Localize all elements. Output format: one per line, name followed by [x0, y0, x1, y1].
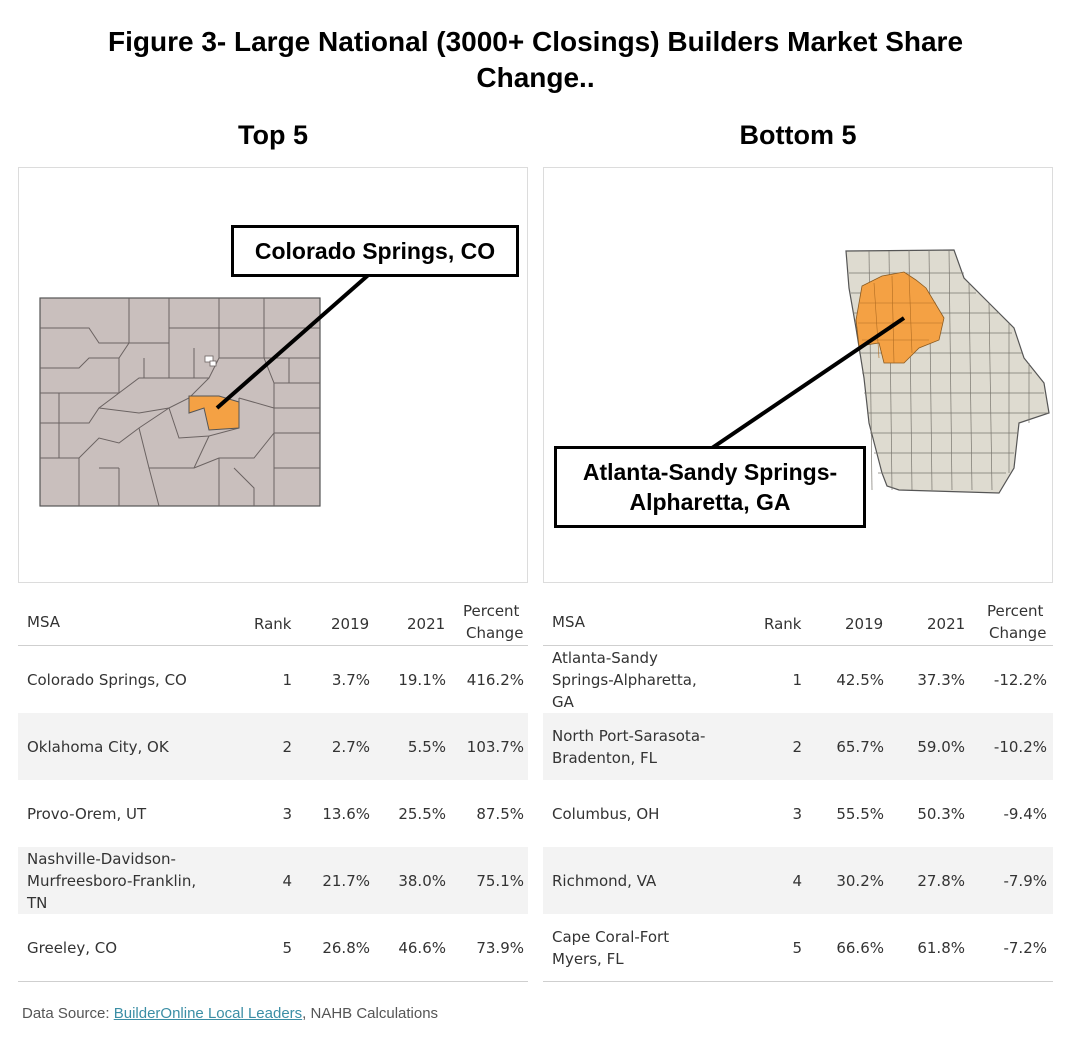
data-source-note: Data Source: BuilderOnline Local Leaders… [22, 1005, 438, 1022]
rank-value: 3 [792, 804, 802, 823]
value-2019: 2.7% [331, 737, 370, 756]
value-2021: 5.5% [407, 737, 446, 756]
rank-value: 1 [282, 670, 292, 689]
col-2021: 2021 [927, 615, 966, 633]
table-row: Richmond, VA 4 30.2% 27.8% -7.9% [543, 847, 1053, 914]
col-percent: Percent [463, 602, 520, 620]
rank-value: 2 [282, 737, 292, 756]
source-suffix: , NAHB Calculations [302, 1005, 439, 1022]
percent-change: -10.2% [993, 737, 1047, 756]
rank-value: 5 [792, 938, 802, 957]
value-2021: 27.8% [917, 871, 965, 890]
table-row: Oklahoma City, OK 2 2.7% 5.5% 103.7% [18, 713, 528, 780]
figure-title: Figure 3- Large National (3000+ Closings… [0, 24, 1071, 96]
table-row: Provo-Orem, UT 3 13.6% 25.5% 87.5% [18, 780, 528, 847]
value-2021: 19.1% [398, 670, 446, 689]
table-row: Columbus, OH 3 55.5% 50.3% -9.4% [543, 780, 1053, 847]
percent-change: -7.9% [1003, 871, 1047, 890]
msa-name: Provo-Orem, UT [27, 804, 147, 823]
colorado-springs-highlight [188, 395, 240, 431]
colorado-springs-callout: Colorado Springs, CO [231, 225, 519, 277]
col-2019: 2019 [845, 615, 884, 633]
value-2019: 65.7% [836, 737, 884, 756]
value-2019: 55.5% [836, 804, 884, 823]
value-2019: 26.8% [322, 938, 370, 957]
value-2019: 13.6% [322, 804, 370, 823]
percent-change: 103.7% [466, 737, 524, 756]
bottom5-heading: Bottom 5 [739, 120, 857, 150]
bottom5-table-header: MSA Rank 2019 2021 Percent Change [543, 597, 1053, 646]
rank-value: 3 [282, 804, 292, 823]
percent-change: -7.2% [1003, 938, 1047, 957]
col-2019: 2019 [331, 615, 370, 633]
top5-table-header: MSA Rank 2019 2021 Percent Change [18, 597, 528, 646]
msa-name: Cape Coral-Fort Myers, FL [552, 927, 670, 968]
top5-heading: Top 5 [238, 120, 308, 150]
figure-title-line1: Figure 3- Large National (3000+ Closings… [107, 26, 964, 57]
rank-value: 1 [792, 670, 802, 689]
value-2021: 61.8% [917, 938, 965, 957]
bottom5-table: MSA Rank 2019 2021 Percent Change Atlant… [543, 597, 1053, 982]
col-percent: Percent [987, 602, 1044, 620]
georgia-map [710, 249, 1050, 494]
colorado-map-panel: Colorado Springs, CO [18, 167, 528, 583]
percent-change: -12.2% [993, 670, 1047, 689]
msa-name: Oklahoma City, OK [27, 737, 169, 756]
table-row: Cape Coral-Fort Myers, FL 5 66.6% 61.8% … [543, 914, 1053, 981]
percent-change: 87.5% [476, 804, 524, 823]
colorado-county-lines [40, 298, 320, 507]
georgia-map-panel: Atlanta-Sandy Springs- Alpharetta, GA [543, 167, 1053, 583]
percent-change: -9.4% [1003, 804, 1047, 823]
msa-name: Greeley, CO [27, 938, 118, 957]
msa-name: Columbus, OH [552, 804, 660, 823]
colorado-callout-leader [215, 268, 376, 410]
col-change: Change [466, 624, 524, 642]
table-row: North Port-Sarasota-Bradenton, FL 2 65.7… [543, 713, 1053, 780]
value-2019: 3.7% [331, 670, 370, 689]
value-2019: 66.6% [836, 938, 884, 957]
value-2019: 42.5% [836, 670, 884, 689]
table-bottom-rule [18, 981, 528, 982]
source-prefix: Data Source: [22, 1005, 114, 1022]
msa-name: Richmond, VA [552, 871, 657, 890]
table-row: Atlanta-Sandy Springs-Alpharetta, GA 1 4… [543, 646, 1053, 713]
percent-change: 75.1% [476, 871, 524, 890]
figure-title-line2: Change.. [476, 62, 595, 93]
atlanta-callout-line2: Alpharetta, GA [629, 489, 791, 515]
table-bottom-rule [543, 981, 1053, 982]
colorado-map [39, 268, 376, 507]
atlanta-callout: Atlanta-Sandy Springs- Alpharetta, GA [554, 446, 866, 528]
rank-value: 5 [282, 938, 292, 957]
rank-value: 4 [282, 871, 292, 890]
msa-name: North Port-Sarasota-Bradenton, FL [552, 726, 706, 767]
msa-name: Atlanta-Sandy Springs-Alpharetta, GA [552, 648, 697, 711]
atlanta-callout-line1: Atlanta-Sandy Springs- [582, 459, 838, 485]
value-2021: 37.3% [917, 670, 965, 689]
col-rank: Rank [254, 615, 292, 633]
msa-name: Colorado Springs, CO [27, 670, 187, 689]
value-2021: 46.6% [398, 938, 446, 957]
value-2021: 59.0% [917, 737, 965, 756]
percent-change: 73.9% [476, 938, 524, 957]
col-2021: 2021 [407, 615, 446, 633]
value-2019: 21.7% [322, 871, 370, 890]
builderonline-link[interactable]: BuilderOnline Local Leaders [113, 1005, 303, 1022]
table-row: Greeley, CO 5 26.8% 46.6% 73.9% [18, 914, 528, 981]
value-2021: 38.0% [398, 871, 446, 890]
rank-value: 2 [792, 737, 802, 756]
col-msa: MSA [552, 613, 586, 631]
msa-name: Nashville-Davidson-Murfreesboro-Franklin… [27, 849, 197, 912]
rank-value: 4 [792, 871, 802, 890]
table-row: Nashville-Davidson-Murfreesboro-Franklin… [18, 847, 528, 914]
col-msa: MSA [27, 613, 61, 631]
atlanta-callout-leader [710, 316, 906, 450]
value-2021: 50.3% [917, 804, 965, 823]
percent-change: 416.2% [466, 670, 524, 689]
top5-table: MSA Rank 2019 2021 Percent Change Colora… [18, 597, 528, 982]
table-row: Colorado Springs, CO 1 3.7% 19.1% 416.2% [18, 646, 528, 713]
value-2021: 25.5% [398, 804, 446, 823]
col-rank: Rank [764, 615, 802, 633]
col-change: Change [989, 624, 1047, 642]
value-2019: 30.2% [836, 871, 884, 890]
